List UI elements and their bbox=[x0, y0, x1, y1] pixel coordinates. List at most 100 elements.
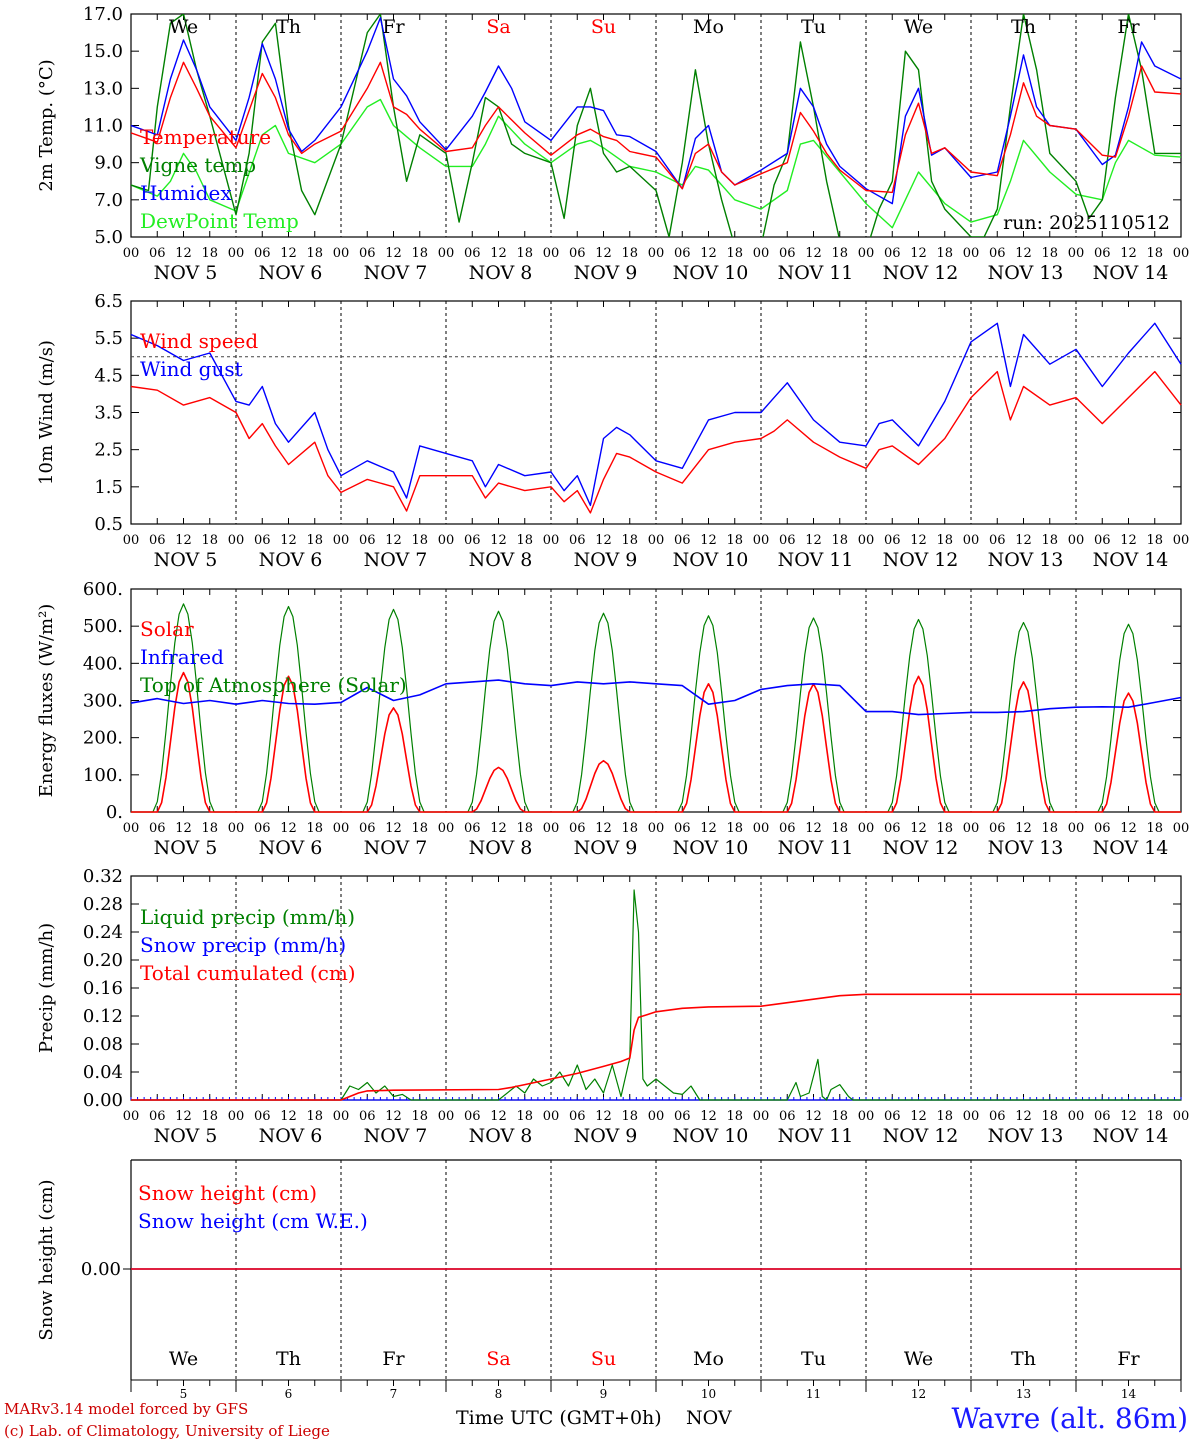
date-label: NOV 7 bbox=[364, 1125, 428, 1147]
y-tick-label: 4.5 bbox=[94, 365, 123, 386]
hour-tick-label: 06 bbox=[569, 246, 586, 261]
y-tick-label: 0.16 bbox=[83, 978, 123, 999]
hour-tick-label: 00 bbox=[753, 1109, 770, 1124]
hour-tick-label: 06 bbox=[674, 533, 691, 548]
day-number-label: 11 bbox=[806, 1387, 821, 1401]
hour-tick-label: 12 bbox=[910, 246, 927, 261]
series-humidex bbox=[131, 17, 1181, 205]
hour-tick-label: 18 bbox=[621, 821, 638, 836]
weekday-label: Th bbox=[276, 1348, 301, 1370]
hour-tick-label: 12 bbox=[1120, 821, 1137, 836]
hour-tick-label: 18 bbox=[936, 821, 953, 836]
day-number-label: 12 bbox=[911, 1387, 926, 1401]
hour-tick-label: 00 bbox=[1068, 1109, 1085, 1124]
y-tick-label: 2.5 bbox=[94, 440, 123, 461]
weekday-label: Mo bbox=[693, 1348, 724, 1370]
day-number-label: 9 bbox=[600, 1387, 608, 1401]
legend-temperature: Temperature bbox=[140, 125, 271, 149]
weekday-label: Tu bbox=[801, 1348, 826, 1370]
date-label: NOV 9 bbox=[574, 837, 638, 859]
hour-tick-label: 18 bbox=[726, 246, 743, 261]
date-label: NOV 13 bbox=[988, 262, 1064, 284]
date-label: NOV 10 bbox=[673, 549, 749, 571]
y-tick-label: 15.0 bbox=[83, 41, 123, 62]
date-label: NOV 8 bbox=[469, 1125, 533, 1147]
hour-tick-label: 00 bbox=[648, 1109, 665, 1124]
hour-tick-label: 06 bbox=[254, 246, 271, 261]
temperature-panel: 00 06 12 18 00 06 12 18 00 06 12 18 00 06 12 18 00 06 12 18… bbox=[36, 4, 1189, 284]
date-label: NOV 5 bbox=[154, 549, 218, 571]
hour-tick-label: 12 bbox=[1120, 246, 1137, 261]
hour-tick-label: 06 bbox=[1094, 1109, 1111, 1124]
date-label: NOV 8 bbox=[469, 262, 533, 284]
legend-vigne-temp: Vigne temp bbox=[139, 153, 256, 177]
hour-tick-label: 00 bbox=[753, 533, 770, 548]
hour-tick-label: 00 bbox=[543, 533, 560, 548]
run-annotation: run: 2025110512 bbox=[1003, 212, 1170, 234]
weekday-label: Th bbox=[1011, 1348, 1036, 1370]
date-label: NOV 5 bbox=[154, 837, 218, 859]
hour-tick-label: 00 bbox=[438, 1109, 455, 1124]
hour-tick-label: 00 bbox=[963, 1109, 980, 1124]
hour-tick-label: 18 bbox=[621, 533, 638, 548]
hour-tick-label: 00 bbox=[438, 821, 455, 836]
temperature-series bbox=[131, 14, 1181, 237]
hour-tick-label: 00 bbox=[1173, 1109, 1190, 1124]
date-label: NOV 6 bbox=[259, 1125, 323, 1147]
hour-tick-label: 18 bbox=[726, 533, 743, 548]
date-label: NOV 7 bbox=[364, 837, 428, 859]
y-tick-label: 0.12 bbox=[83, 1006, 123, 1027]
snow-panel: 0.00 Snow height (cm) Snow height (cm) Snow… bbox=[36, 1159, 1182, 1401]
y-tick-label: 600. bbox=[83, 579, 123, 600]
y-tick-label: 17.0 bbox=[83, 4, 123, 25]
hour-tick-label: 06 bbox=[149, 821, 166, 836]
hour-tick-label: 12 bbox=[595, 246, 612, 261]
hour-tick-label: 06 bbox=[254, 1109, 271, 1124]
hour-tick-label: 00 bbox=[228, 533, 245, 548]
legend-infrared: Infrared bbox=[140, 645, 224, 669]
hour-tick-label: 12 bbox=[700, 246, 717, 261]
date-label: NOV 11 bbox=[778, 262, 854, 284]
hour-tick-label: 12 bbox=[1015, 246, 1032, 261]
hour-tick-label: 00 bbox=[858, 1109, 875, 1124]
day-number-label: 10 bbox=[701, 1387, 716, 1401]
y-tick-label: 9.0 bbox=[94, 153, 123, 174]
date-label: NOV 10 bbox=[673, 262, 749, 284]
hour-tick-label: 00 bbox=[963, 246, 980, 261]
date-label: NOV 10 bbox=[673, 1125, 749, 1147]
y-tick-label: 100. bbox=[83, 765, 123, 786]
hour-tick-label: 06 bbox=[1094, 821, 1111, 836]
weekday-label: Fr bbox=[382, 1348, 405, 1370]
y-tick-label: 0.5 bbox=[94, 514, 123, 535]
hour-tick-label: 12 bbox=[490, 533, 507, 548]
hour-tick-label: 12 bbox=[280, 1109, 297, 1124]
hour-tick-label: 18 bbox=[1146, 246, 1163, 261]
hour-tick-label: 12 bbox=[175, 821, 192, 836]
legend-wind-gust: Wind gust bbox=[140, 357, 243, 381]
hour-tick-label: 12 bbox=[175, 1109, 192, 1124]
hour-tick-label: 06 bbox=[779, 246, 796, 261]
date-label: NOV 7 bbox=[364, 262, 428, 284]
hour-tick-label: 12 bbox=[700, 821, 717, 836]
hour-tick-label: 12 bbox=[385, 821, 402, 836]
series-dewpoint-temp bbox=[131, 98, 1181, 229]
hour-tick-label: 00 bbox=[1173, 821, 1190, 836]
series-toa-solar bbox=[131, 603, 1181, 813]
hour-tick-label: 18 bbox=[306, 821, 323, 836]
hour-tick-label: 00 bbox=[1068, 533, 1085, 548]
date-label: NOV 12 bbox=[883, 1125, 959, 1147]
hour-tick-label: 18 bbox=[1041, 533, 1058, 548]
weekday-label: Su bbox=[591, 16, 616, 38]
legend-snow-height-cm: Snow height (cm) bbox=[138, 1181, 317, 1205]
y-axis-label: 10m Wind (m/s) bbox=[36, 340, 57, 485]
y-tick-label: 0.04 bbox=[83, 1062, 123, 1083]
hour-tick-label: 00 bbox=[333, 1109, 350, 1124]
date-label: NOV 12 bbox=[883, 837, 959, 859]
hour-tick-label: 00 bbox=[228, 821, 245, 836]
hour-tick-label: 18 bbox=[936, 1109, 953, 1124]
x-axis-title: Time UTC (GMT+0h) bbox=[456, 1407, 662, 1429]
hour-tick-label: 18 bbox=[411, 1109, 428, 1124]
series-vigne-temp bbox=[131, 14, 1181, 237]
hour-tick-label: 18 bbox=[831, 821, 848, 836]
hour-tick-label: 18 bbox=[201, 533, 218, 548]
